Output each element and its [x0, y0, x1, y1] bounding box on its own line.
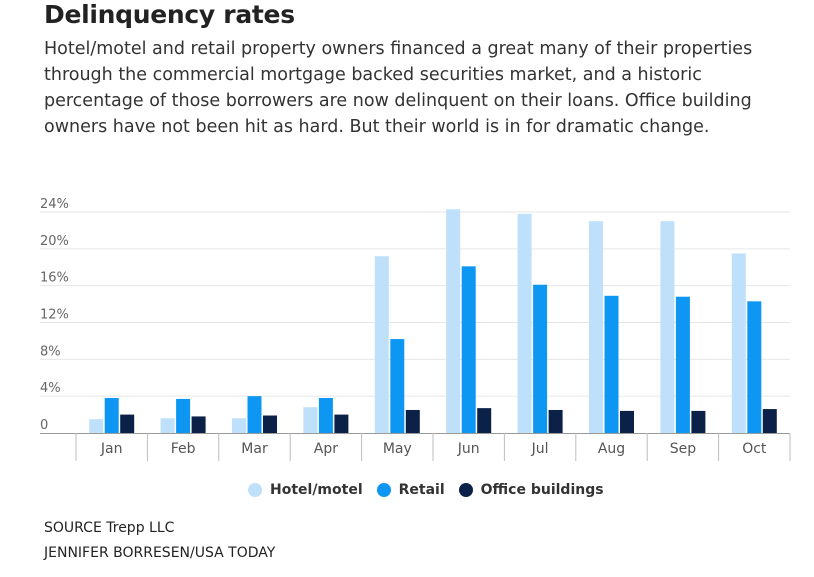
bar-hotel-motel-sep	[660, 221, 675, 433]
bar-hotel-motel-jan	[89, 419, 104, 433]
legend-swatch-hotel	[248, 483, 262, 497]
legend-swatch-office	[458, 483, 473, 497]
bar-hotel-motel-oct	[731, 253, 746, 433]
bar-office-buildings-sep	[691, 410, 706, 433]
x-tick-label: Mar	[241, 441, 268, 457]
bar-office-buildings-jan	[120, 414, 135, 433]
legend-label-office: Office buildings	[480, 482, 604, 498]
bar-retail-feb	[176, 398, 191, 433]
y-tick-label: 20%	[40, 234, 69, 249]
bar-office-buildings-may	[405, 409, 420, 433]
bar-chart: 0 4% 8% 12% 16% 20% 24% Jan Feb Mar Apr May Jun Jul Au…	[40, 197, 791, 461]
y-tick-label: 24%	[40, 197, 69, 212]
x-tick-label: Oct	[742, 441, 767, 457]
y-tick-label: 4%	[40, 381, 61, 396]
bar-retail-aug	[604, 295, 619, 433]
chart-subtitle: Hotel/motel and retail property owners f…	[44, 39, 753, 137]
bar-office-buildings-jul	[548, 409, 563, 433]
legend-item-hotel: Hotel/motel	[248, 482, 363, 498]
x-tick-label: May	[383, 441, 412, 457]
credit-note: JENNIFER BORRESEN/USA TODAY	[44, 545, 276, 561]
y-tick-label: 16%	[40, 271, 69, 286]
bar-office-buildings-jun	[477, 408, 492, 433]
bar-office-buildings-feb	[191, 416, 206, 433]
bar-office-buildings-mar	[263, 415, 277, 433]
bar-hotel-motel-mar	[232, 418, 246, 433]
x-tick-label: Aug	[598, 441, 625, 457]
chart-title: Delinquency rates	[44, 0, 295, 29]
y-tick-label: 12%	[40, 308, 69, 323]
bar-retail-jul	[533, 284, 548, 433]
legend-item-office: Office buildings	[458, 482, 604, 498]
bar-hotel-motel-jun	[446, 209, 461, 433]
legend-swatch-retail	[376, 483, 391, 497]
legend-label-retail: Retail	[398, 482, 445, 498]
x-tick-label: Jan	[100, 441, 123, 457]
x-tick-label: Sep	[670, 441, 697, 457]
x-tick-label: Apr	[314, 441, 338, 457]
bar-hotel-motel-aug	[589, 221, 603, 433]
bar-retail-jun	[461, 266, 476, 433]
source-note: SOURCE Trepp LLC	[44, 520, 175, 536]
bar-hotel-motel-apr	[303, 407, 318, 433]
x-tick-label: Jun	[457, 441, 480, 457]
bar-retail-sep	[675, 296, 690, 433]
bar-retail-may	[390, 339, 405, 433]
legend-item-retail: Retail	[376, 482, 445, 498]
y-tick-label: 8%	[40, 344, 61, 359]
x-tick-label: Feb	[171, 441, 196, 457]
chart-legend: Hotel/motel Retail Office buildings	[248, 482, 618, 498]
bar-retail-mar	[247, 396, 262, 433]
legend-label-hotel: Hotel/motel	[270, 482, 363, 498]
y-tick-label: 0	[40, 418, 48, 433]
bar-office-buildings-apr	[334, 414, 349, 433]
bar-hotel-motel-may	[374, 256, 389, 433]
bar-hotel-motel-feb	[160, 418, 175, 433]
bar-retail-jan	[104, 398, 119, 433]
bar-office-buildings-aug	[620, 410, 634, 433]
bar-retail-oct	[747, 301, 762, 433]
x-tick-label: Jul	[531, 441, 549, 457]
bar-retail-apr	[318, 398, 333, 433]
bar-office-buildings-oct	[762, 409, 777, 433]
bar-hotel-motel-jul	[517, 213, 532, 433]
